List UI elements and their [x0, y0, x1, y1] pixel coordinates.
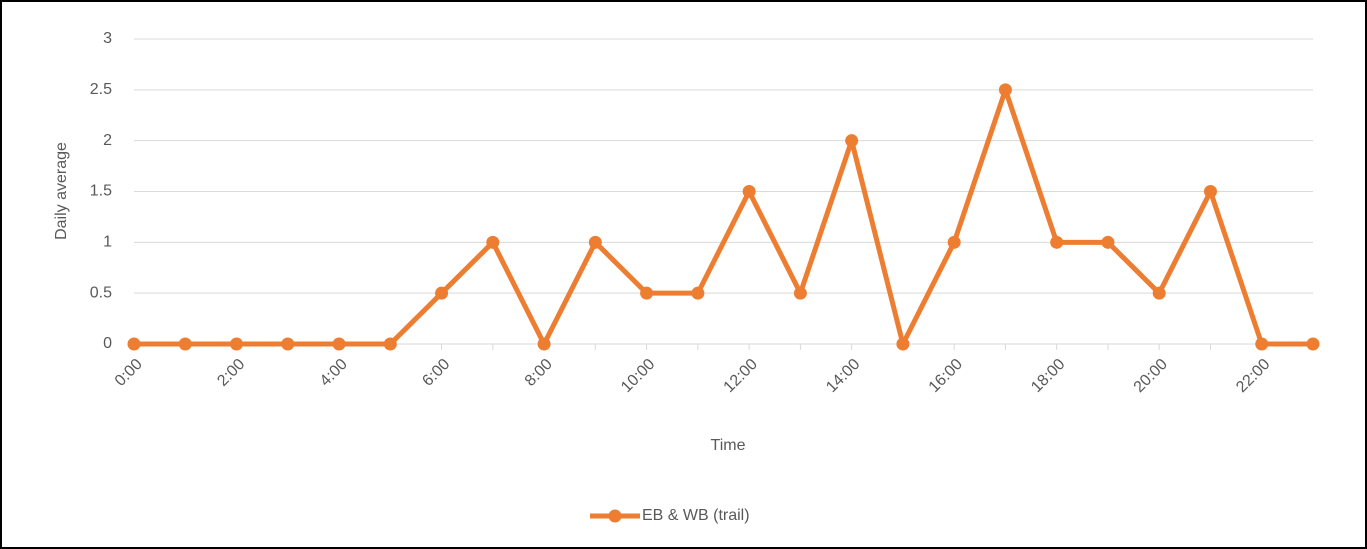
y-tick-label: 1 — [103, 234, 112, 251]
legend-marker — [608, 509, 622, 523]
marker — [178, 337, 192, 351]
legend-label: EB & WB (trail) — [642, 507, 750, 524]
marker — [1152, 286, 1166, 300]
marker — [332, 337, 346, 351]
marker — [1050, 235, 1064, 249]
y-tick-label: 0.5 — [90, 284, 112, 301]
marker — [845, 134, 859, 148]
y-tick-label: 1.5 — [90, 183, 112, 200]
y-tick-label: 3 — [103, 30, 112, 47]
marker — [435, 286, 449, 300]
marker — [1101, 235, 1115, 249]
marker — [230, 337, 244, 351]
y-tick-label: 2 — [103, 132, 112, 149]
marker — [998, 83, 1012, 97]
y-axis-label: Daily average — [53, 142, 70, 240]
marker — [281, 337, 295, 351]
x-axis-label: Time — [711, 437, 746, 454]
marker — [537, 337, 551, 351]
marker — [588, 235, 602, 249]
marker — [127, 337, 141, 351]
marker — [383, 337, 397, 351]
marker — [947, 235, 961, 249]
marker — [1306, 337, 1320, 351]
marker — [486, 235, 500, 249]
line — [134, 87, 1313, 347]
marker — [1255, 337, 1269, 351]
marker — [793, 286, 807, 300]
marker — [896, 337, 910, 351]
marker — [691, 286, 705, 300]
marker — [1203, 185, 1217, 198]
y-tick-label: 2.5 — [90, 81, 112, 98]
marker — [640, 286, 654, 300]
marker — [742, 185, 756, 198]
y-tick-label: 0 — [103, 335, 112, 352]
